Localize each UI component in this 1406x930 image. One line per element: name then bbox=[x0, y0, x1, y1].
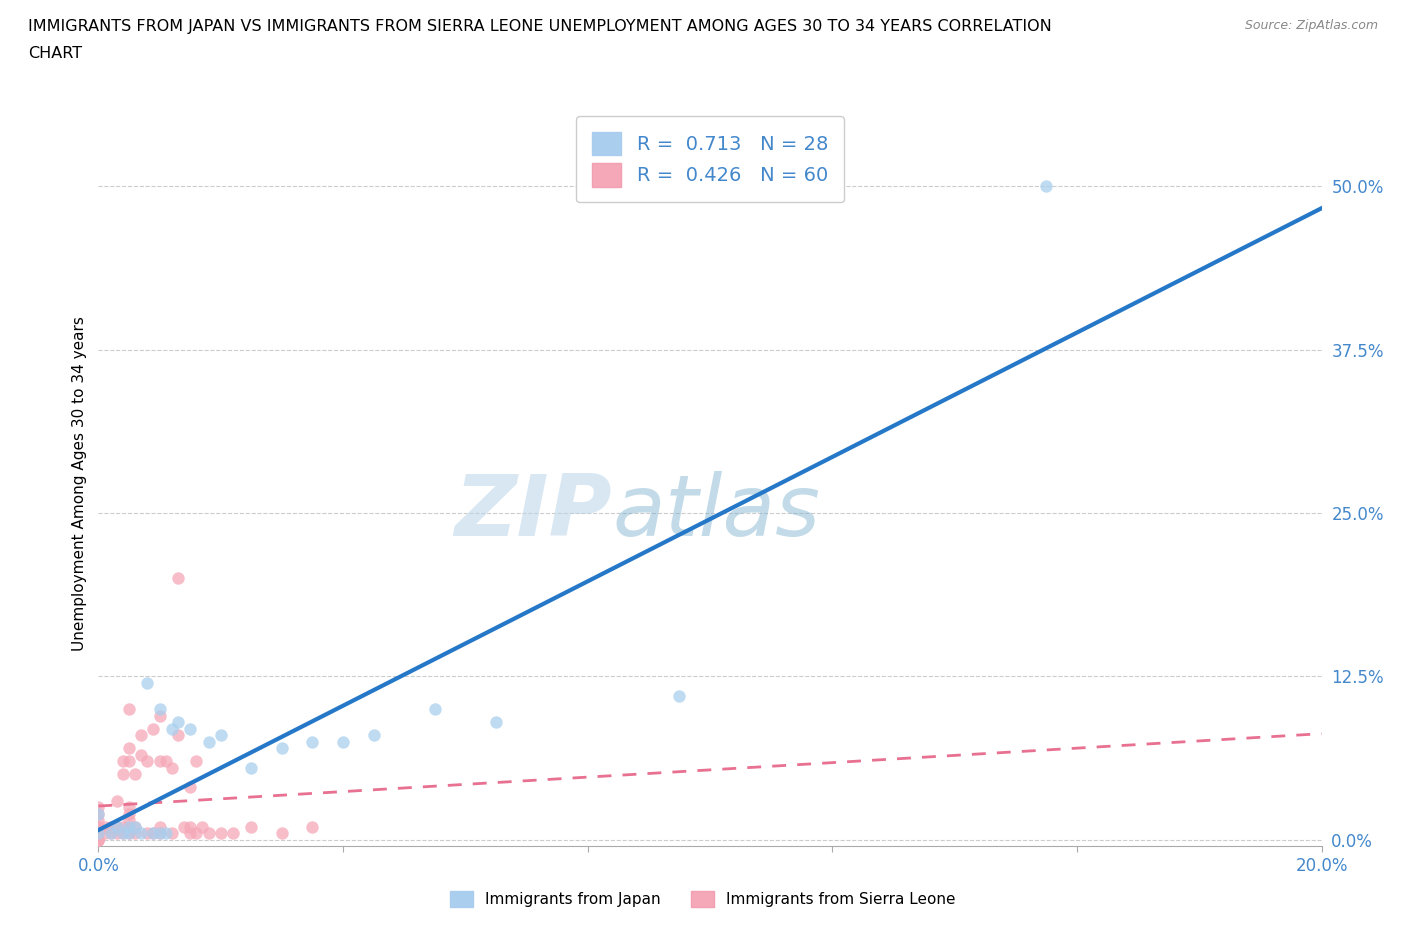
Point bbox=[149, 708, 172, 723]
Point bbox=[142, 722, 165, 737]
Point bbox=[118, 826, 141, 841]
Point bbox=[87, 826, 110, 841]
Point bbox=[105, 819, 128, 834]
Point bbox=[93, 826, 115, 841]
Point bbox=[173, 819, 195, 834]
Point bbox=[160, 826, 183, 841]
Point bbox=[363, 728, 385, 743]
Point bbox=[118, 741, 141, 756]
Point bbox=[136, 754, 159, 769]
Point bbox=[129, 728, 152, 743]
Point bbox=[124, 819, 146, 834]
Point bbox=[423, 701, 446, 716]
Point bbox=[209, 826, 232, 841]
Point bbox=[301, 819, 323, 834]
Point bbox=[87, 826, 110, 841]
Point bbox=[87, 806, 110, 821]
Point bbox=[87, 832, 110, 847]
Point bbox=[87, 813, 110, 828]
Point bbox=[118, 800, 141, 815]
Point bbox=[100, 826, 122, 841]
Point bbox=[118, 819, 141, 834]
Point bbox=[87, 800, 110, 815]
Point bbox=[179, 780, 201, 795]
Point bbox=[186, 754, 208, 769]
Point bbox=[270, 741, 292, 756]
Point bbox=[124, 819, 146, 834]
Point bbox=[197, 735, 219, 750]
Point bbox=[149, 701, 172, 716]
Point bbox=[118, 813, 141, 828]
Point bbox=[118, 754, 141, 769]
Point bbox=[485, 714, 508, 729]
Point bbox=[222, 826, 245, 841]
Point bbox=[87, 826, 110, 841]
Point bbox=[160, 761, 183, 776]
Point bbox=[160, 722, 183, 737]
Point bbox=[332, 735, 354, 750]
Point bbox=[111, 819, 134, 834]
Point bbox=[179, 722, 201, 737]
Text: CHART: CHART bbox=[28, 46, 82, 61]
Point bbox=[105, 826, 128, 841]
Point bbox=[179, 819, 201, 834]
Point bbox=[124, 826, 146, 841]
Point bbox=[87, 832, 110, 847]
Point bbox=[155, 754, 177, 769]
Point bbox=[167, 571, 190, 586]
Point bbox=[118, 806, 141, 821]
Point bbox=[1035, 179, 1057, 193]
Point bbox=[149, 826, 172, 841]
Point bbox=[111, 767, 134, 782]
Point bbox=[186, 826, 208, 841]
Legend: R =  0.713   N = 28, R =  0.426   N = 60: R = 0.713 N = 28, R = 0.426 N = 60 bbox=[576, 116, 844, 203]
Point bbox=[87, 806, 110, 821]
Point bbox=[142, 826, 165, 841]
Point bbox=[105, 819, 128, 834]
Point bbox=[118, 701, 141, 716]
Text: Source: ZipAtlas.com: Source: ZipAtlas.com bbox=[1244, 19, 1378, 32]
Point bbox=[179, 826, 201, 841]
Point bbox=[87, 819, 110, 834]
Point bbox=[240, 819, 263, 834]
Text: atlas: atlas bbox=[612, 472, 820, 554]
Point bbox=[129, 748, 152, 763]
Point bbox=[136, 826, 159, 841]
Point bbox=[87, 832, 110, 847]
Point bbox=[87, 832, 110, 847]
Point bbox=[129, 826, 152, 841]
Point bbox=[668, 688, 690, 703]
Text: IMMIGRANTS FROM JAPAN VS IMMIGRANTS FROM SIERRA LEONE UNEMPLOYMENT AMONG AGES 30: IMMIGRANTS FROM JAPAN VS IMMIGRANTS FROM… bbox=[28, 19, 1052, 33]
Point bbox=[100, 819, 122, 834]
Y-axis label: Unemployment Among Ages 30 to 34 years: Unemployment Among Ages 30 to 34 years bbox=[72, 316, 87, 651]
Point bbox=[118, 819, 141, 834]
Point bbox=[209, 728, 232, 743]
Point bbox=[149, 754, 172, 769]
Point bbox=[105, 793, 128, 808]
Point bbox=[111, 826, 134, 841]
Point bbox=[191, 819, 214, 834]
Point bbox=[167, 728, 190, 743]
Point bbox=[111, 826, 134, 841]
Point bbox=[270, 826, 292, 841]
Point bbox=[149, 826, 172, 841]
Point bbox=[167, 714, 190, 729]
Point bbox=[240, 761, 263, 776]
Point bbox=[136, 675, 159, 690]
Point bbox=[197, 826, 219, 841]
Point bbox=[142, 826, 165, 841]
Point bbox=[100, 826, 122, 841]
Point bbox=[87, 819, 110, 834]
Point bbox=[93, 819, 115, 834]
Text: ZIP: ZIP bbox=[454, 472, 612, 554]
Point bbox=[111, 754, 134, 769]
Point bbox=[301, 735, 323, 750]
Point bbox=[155, 826, 177, 841]
Legend: Immigrants from Japan, Immigrants from Sierra Leone: Immigrants from Japan, Immigrants from S… bbox=[444, 884, 962, 913]
Point bbox=[124, 767, 146, 782]
Point bbox=[118, 826, 141, 841]
Point bbox=[149, 819, 172, 834]
